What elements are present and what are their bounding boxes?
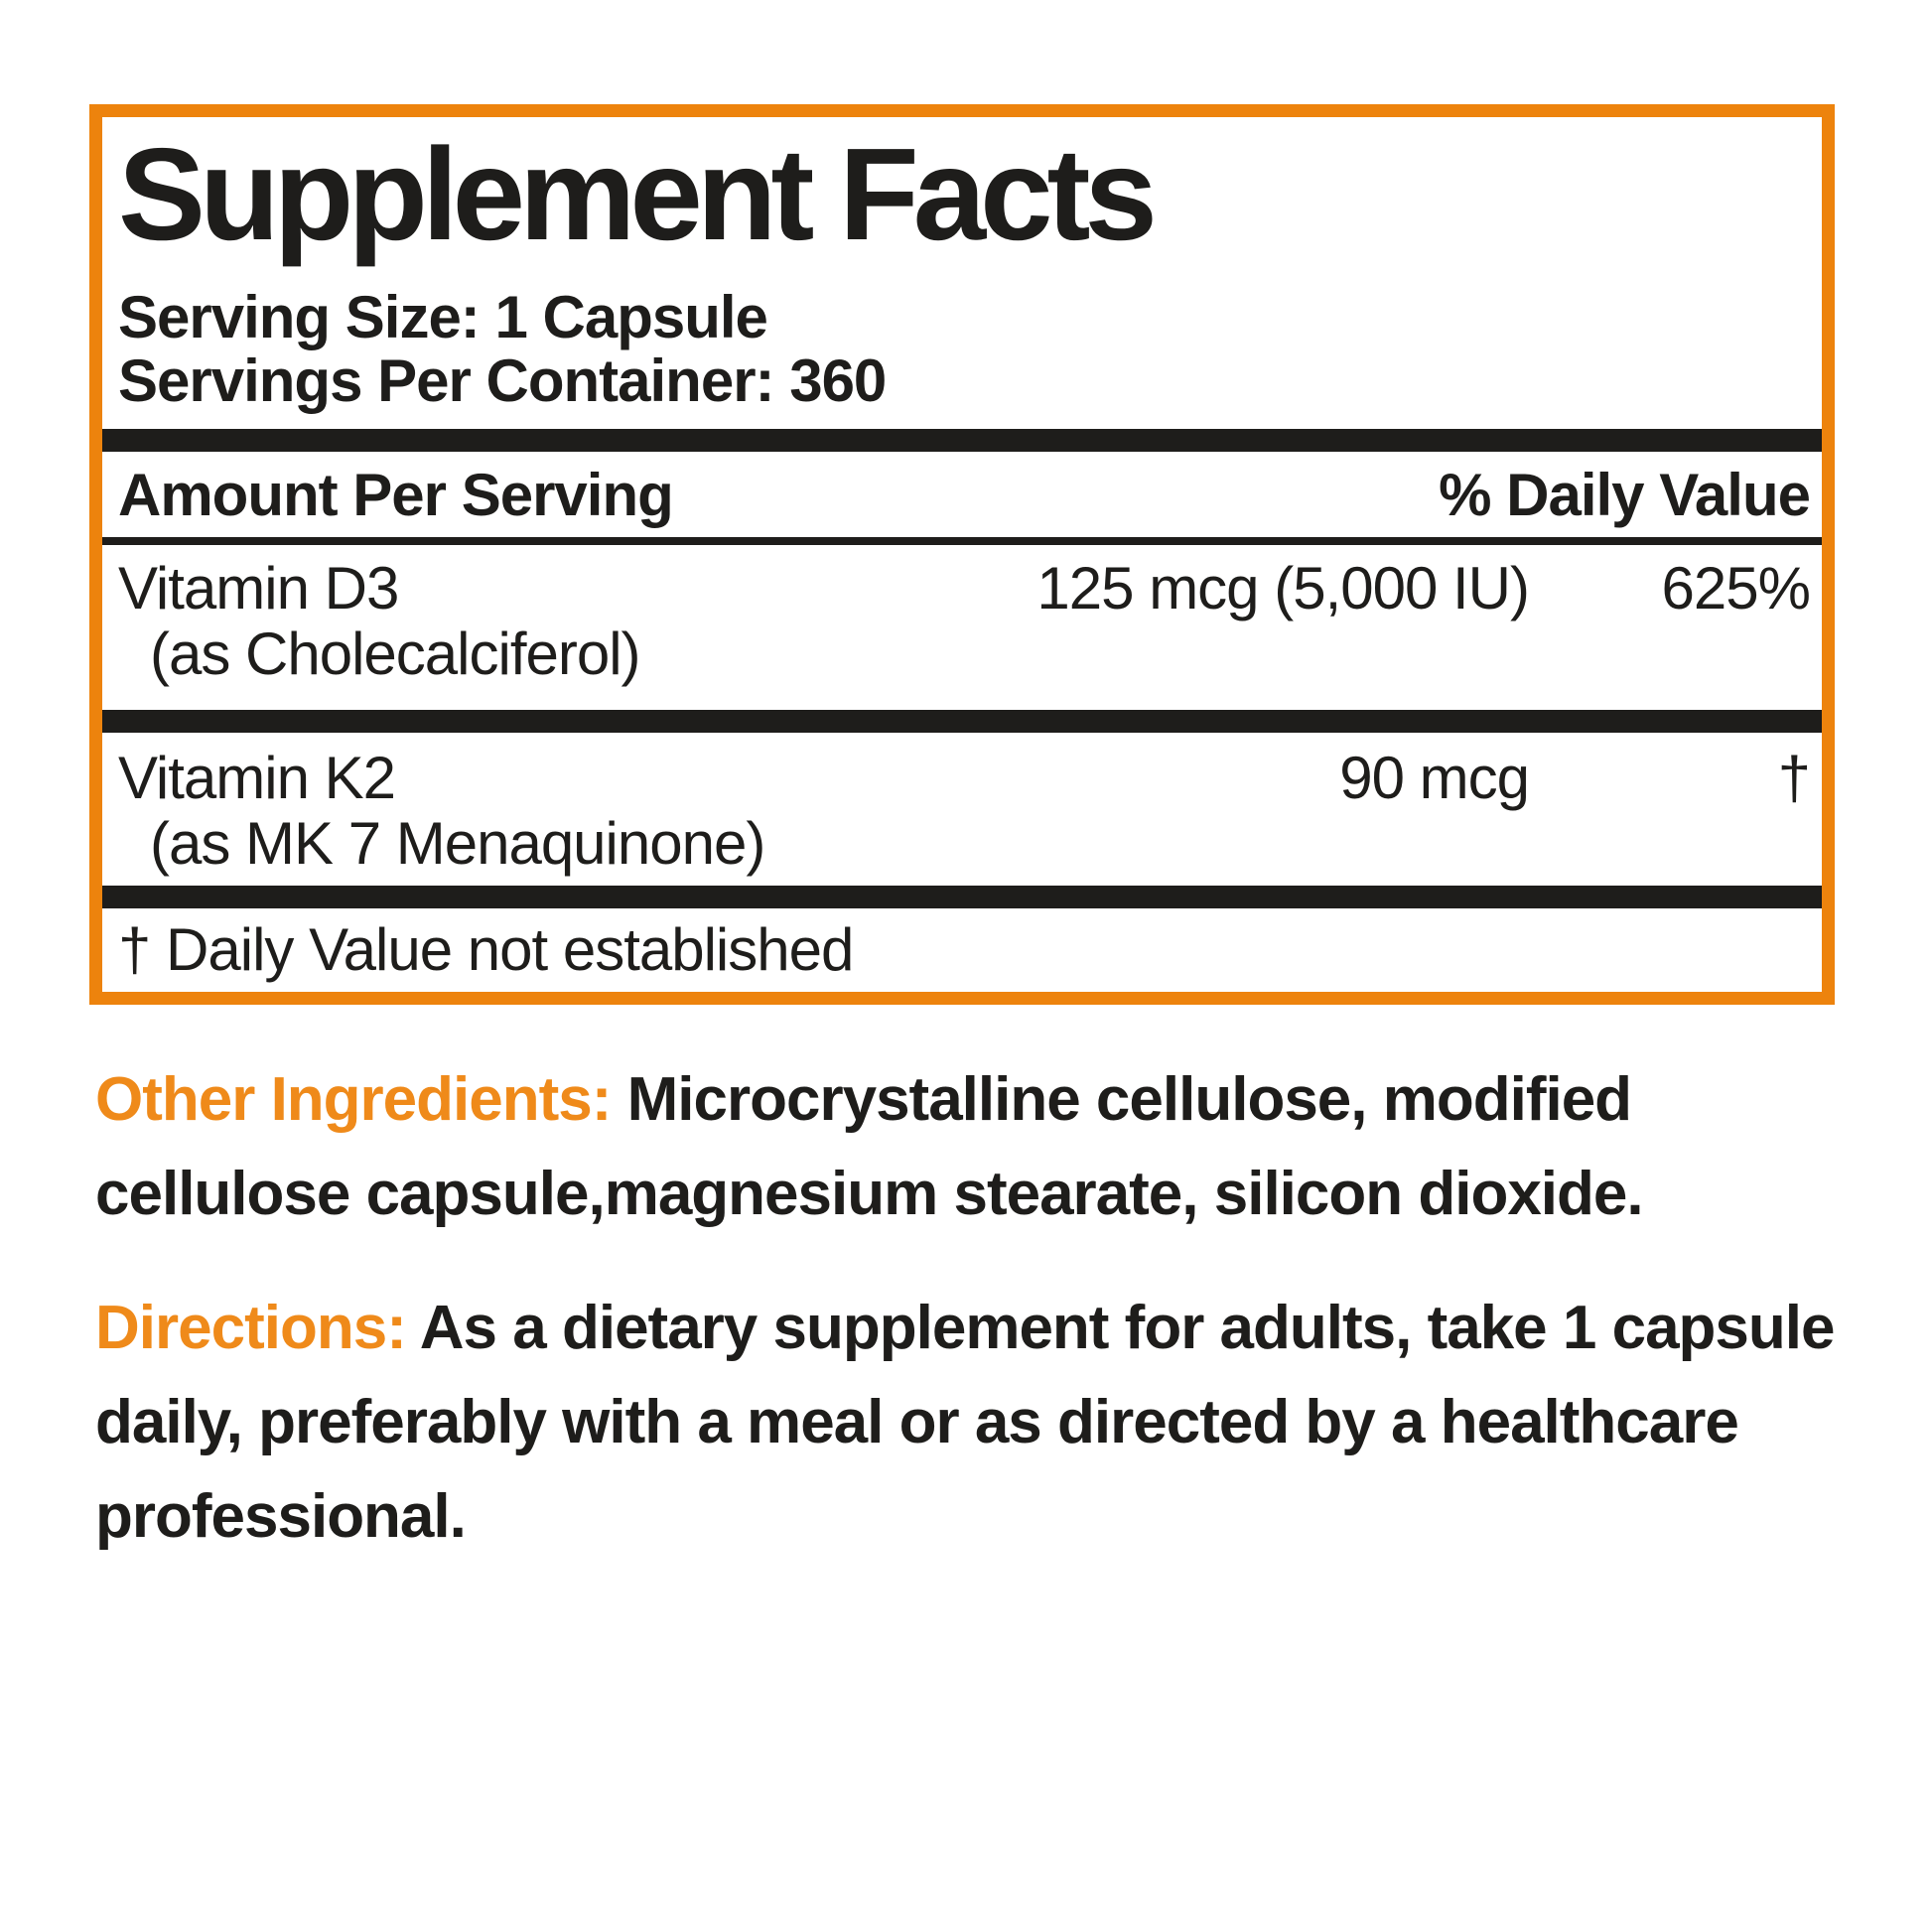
nutrient-amount: 125 mcg (5,000 IU) xyxy=(1036,555,1530,621)
directions-paragraph: Directions: As a dietary supplement for … xyxy=(95,1281,1882,1564)
supplement-facts-panel: Supplement Facts Serving Size: 1 Capsule… xyxy=(89,104,1835,1005)
daily-value-footnote: † Daily Value not established xyxy=(118,916,854,983)
other-ingredients-paragraph: Other Ingredients: Microcrystalline cell… xyxy=(95,1052,1882,1241)
amount-per-serving-header: Amount Per Serving xyxy=(118,462,674,528)
divider-thick-bottom xyxy=(102,886,1822,908)
divider-thick-top xyxy=(102,429,1822,452)
nutrient-row-vitamin-k2: Vitamin K2 90 mcg † xyxy=(102,747,1822,810)
directions-text: As a dietary supplement for adults, take… xyxy=(95,1294,1835,1551)
other-ingredients-text: Microcrystalline cellulose, modified cel… xyxy=(95,1065,1644,1228)
nutrient-detail-vitamin-d3: (as Cholecalciferol) xyxy=(150,621,641,687)
nutrient-name: Vitamin D3 xyxy=(118,555,399,621)
nutrient-amount: 90 mcg xyxy=(1339,745,1530,811)
nutrient-row-vitamin-d3: Vitamin D3 125 mcg (5,000 IU) 625% xyxy=(102,557,1822,621)
servings-per-container: Servings Per Container: 360 xyxy=(118,347,887,414)
directions-label: Directions: xyxy=(95,1294,407,1362)
nutrient-name: Vitamin K2 xyxy=(118,745,396,811)
daily-value-header: % Daily Value xyxy=(1439,462,1811,528)
divider-thin xyxy=(102,537,1822,545)
nutrient-detail-vitamin-k2: (as MK 7 Menaquinone) xyxy=(150,810,765,877)
column-header-row: Amount Per Serving % Daily Value xyxy=(102,464,1822,527)
nutrient-daily-value: 625% xyxy=(1661,555,1811,621)
serving-size: Serving Size: 1 Capsule xyxy=(118,284,768,350)
other-ingredients-label: Other Ingredients: xyxy=(95,1065,612,1134)
nutrient-daily-value: † xyxy=(1777,745,1811,811)
divider-thick-middle xyxy=(102,710,1822,733)
panel-title: Supplement Facts xyxy=(118,121,1158,267)
